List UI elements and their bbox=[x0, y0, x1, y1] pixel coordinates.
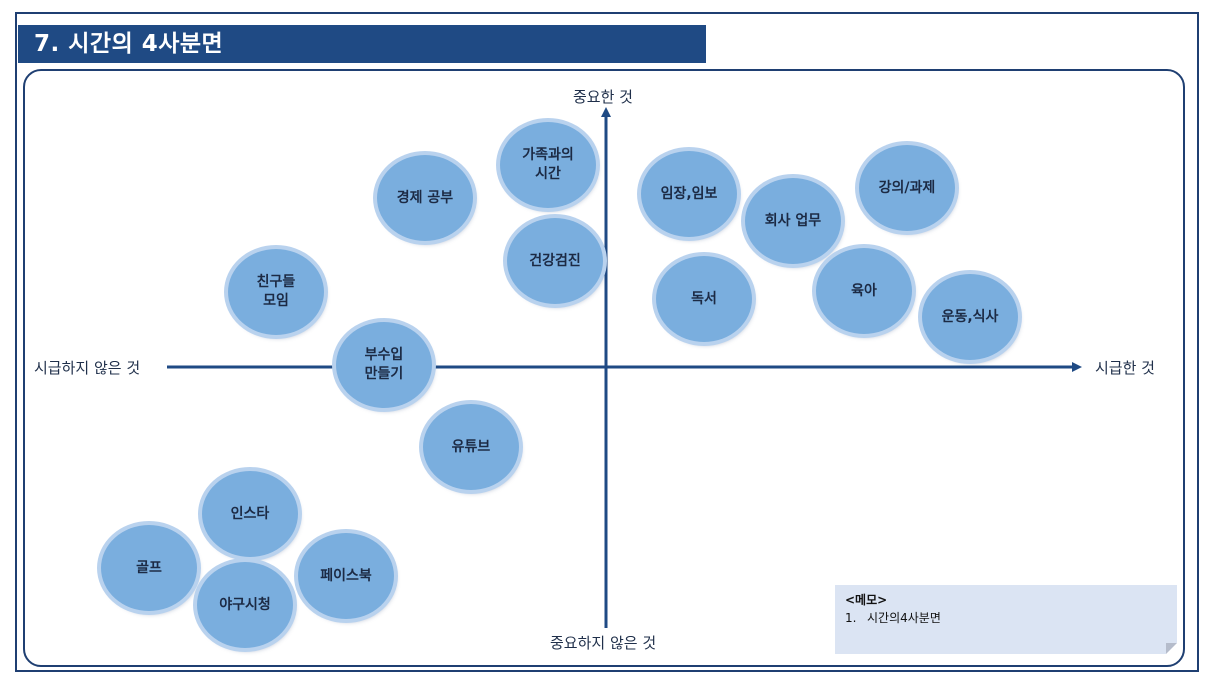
axis-label-top: 중요한 것 bbox=[573, 88, 633, 106]
page-title: 7. 시간의 4사분면 bbox=[18, 25, 706, 63]
bubble-side-income: 부수입 만들기 bbox=[336, 322, 432, 408]
bubble-reading: 독서 bbox=[656, 256, 752, 342]
bubble-economics-study: 경제 공부 bbox=[377, 155, 473, 241]
bubble-golf: 골프 bbox=[101, 525, 197, 611]
axis-label-right: 시급한 것 bbox=[1095, 359, 1155, 377]
bubble-instagram: 인스타 bbox=[202, 471, 298, 557]
memo-item: 1. 시간의4사분면 bbox=[845, 609, 1167, 626]
outer-frame bbox=[15, 12, 1199, 672]
bubble-friends-meeting: 친구들 모임 bbox=[228, 249, 324, 335]
bubble-health-checkup: 건강검진 bbox=[507, 218, 603, 304]
bubble-parenting: 육아 bbox=[816, 248, 912, 334]
bubble-family-time: 가족과의 시간 bbox=[500, 122, 596, 208]
page-fold-corner bbox=[1166, 643, 1177, 654]
memo-title: <메모> bbox=[845, 593, 888, 607]
memo-item-text: 시간의4사분면 bbox=[867, 611, 941, 625]
memo-note: <메모> 1. 시간의4사분면 bbox=[835, 585, 1177, 654]
axis-label-bottom: 중요하지 않은 것 bbox=[550, 634, 657, 652]
memo-item-number: 1. bbox=[845, 611, 857, 625]
axis-label-left: 시급하지 않은 것 bbox=[34, 359, 141, 377]
bubble-lecture-assignment: 강의/과제 bbox=[859, 145, 955, 231]
bubble-baseball-watching: 야구시청 bbox=[197, 562, 293, 648]
bubble-facebook: 페이스북 bbox=[298, 533, 394, 619]
bubble-youtube: 유튜브 bbox=[423, 404, 519, 490]
bubble-exercise-meal: 운동,식사 bbox=[922, 274, 1018, 360]
bubble-imjang: 임장,임보 bbox=[641, 151, 737, 237]
bubble-company-work: 회사 업무 bbox=[745, 178, 841, 264]
